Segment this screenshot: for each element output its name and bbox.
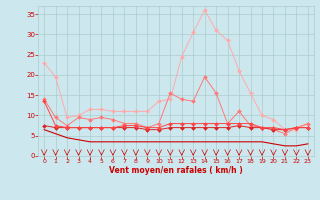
- X-axis label: Vent moyen/en rafales ( km/h ): Vent moyen/en rafales ( km/h ): [109, 166, 243, 175]
